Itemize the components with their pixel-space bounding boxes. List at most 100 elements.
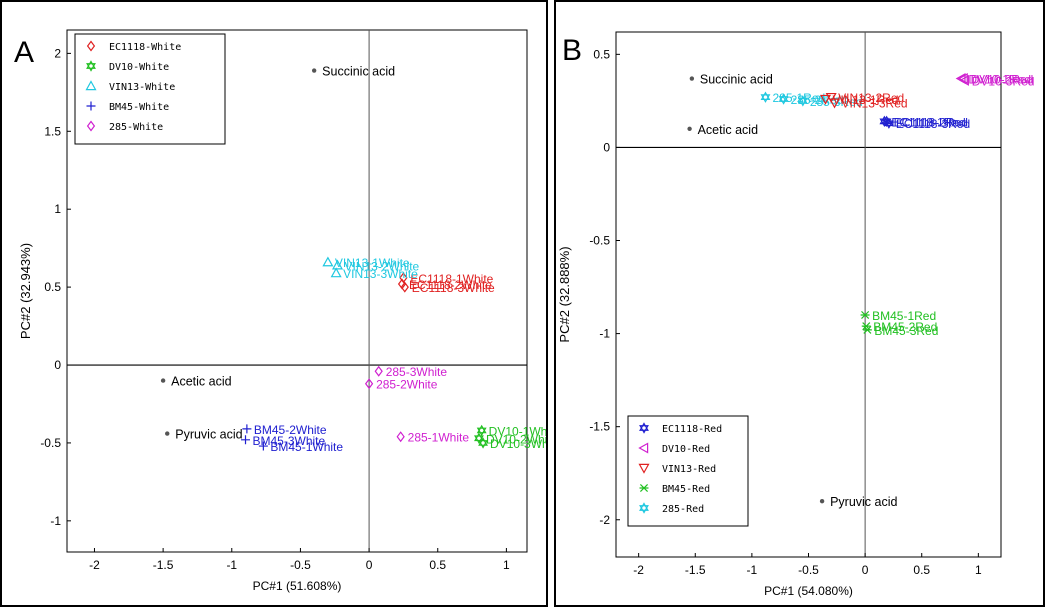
x-tick-label: -2 (89, 558, 100, 572)
sample-marker (400, 281, 409, 293)
legend-entry: VIN13-White (109, 82, 175, 93)
x-tick-label: -1.5 (685, 563, 706, 577)
sample-label: VIN13-2Red (838, 91, 904, 105)
sample-marker (883, 117, 894, 129)
y-tick-label: 1 (54, 202, 61, 216)
y-tick-label: 1.5 (44, 124, 61, 138)
sample-label: DV10-1White (489, 424, 546, 438)
acid-label: Pyruvic acid (175, 428, 242, 442)
y-tick-label: 0 (54, 358, 61, 372)
sample-marker (258, 441, 268, 451)
sample-label: BM45-3White (253, 434, 326, 448)
sample-label: EC1118-3Red (896, 117, 970, 131)
legend-marker (86, 120, 96, 132)
legend-marker (639, 502, 649, 514)
sample-label: DV10-2Red (971, 73, 1034, 87)
sample-marker (825, 92, 837, 103)
y-tick-label: 0 (603, 140, 610, 154)
legend-marker (638, 463, 650, 474)
sample-label: VIN13-3White (343, 267, 418, 281)
legend-entry: 285-Red (662, 504, 704, 515)
sample-label: BM45-1Red (872, 309, 936, 323)
legend-entry: DV10-Red (662, 444, 710, 455)
sample-marker (478, 437, 488, 449)
panel-b: B -2 -1.5 -1 -0.5 0 0.5 1 -2 -1.5 -1 -0.5 0 0.5 PC#1 … (554, 0, 1045, 607)
sample-marker (331, 259, 344, 270)
sample-label: DV10-2White (486, 432, 546, 446)
sample-marker (957, 73, 968, 85)
sample-marker (862, 325, 872, 334)
x-tick-label: 0.5 (913, 563, 930, 577)
x-tick-label: 0 (862, 563, 869, 577)
sample-label: 285-3White (386, 365, 448, 379)
acid-point (160, 378, 166, 383)
acid-point (165, 431, 170, 436)
legend-box (74, 33, 226, 145)
legend-entry: EC1118-White (109, 42, 181, 53)
acid-label: Succinic acid (700, 73, 773, 87)
x-tick-label: -0.5 (798, 563, 819, 577)
sample-marker (396, 431, 405, 443)
y-tick-label: -1 (50, 514, 61, 528)
acid-point (311, 68, 317, 73)
y-tick-label: -0.5 (40, 436, 61, 450)
acid-label: Acetic acid (698, 123, 758, 137)
sample-label: DV10-3Red (972, 74, 1035, 88)
sample-label: 285-1White (408, 431, 470, 445)
legend-marker (85, 80, 97, 91)
sample-marker (829, 98, 841, 109)
x-tick-label: -1 (747, 563, 758, 577)
scatter-plot-b: -2 -1.5 -1 -0.5 0 0.5 1 -2 -1.5 -1 -0.5 0 0.5 PC#1 (5… (557, 31, 1035, 598)
legend-box (627, 415, 749, 527)
sample-label: VIN13-1Red (832, 93, 898, 107)
sample-label: EC1118-1White (410, 272, 493, 286)
x-tick-label: 1 (503, 558, 510, 572)
sample-label: VIN13-1White (335, 256, 410, 270)
x-tick-label: 1 (975, 563, 982, 577)
sample-marker (476, 424, 487, 437)
sample-marker (374, 365, 383, 377)
x-axis-label: PC#1 (54.080%) (764, 584, 853, 598)
y-tick-label: 0.5 (593, 47, 610, 61)
y-tick-label: -1 (599, 327, 610, 341)
sample-marker (959, 74, 969, 86)
legend-marker (86, 60, 96, 72)
y-axis-label: PC#2 (32.888%) (557, 246, 572, 342)
sample-label: BM45-3Red (874, 324, 938, 338)
x-tick-label: -2 (633, 563, 644, 577)
sample-label: EC1118-2White (409, 278, 492, 292)
legend-entry: DV10-White (109, 62, 169, 73)
sample-label: BM45-2White (254, 423, 327, 437)
sample-marker (322, 256, 334, 267)
y-tick-label: 0.5 (44, 280, 61, 294)
sample-label: EC1118-1Red (891, 115, 965, 129)
legend-entry: VIN13-Red (662, 464, 716, 475)
x-tick-label: 0 (366, 558, 373, 572)
x-tick-label: -1.5 (153, 558, 174, 572)
legend-marker (638, 442, 649, 454)
legend-marker (86, 101, 96, 111)
legend-entry: EC1118-Red (662, 424, 722, 435)
y-tick-label: 2 (54, 46, 61, 60)
sample-label: BM45-1White (270, 440, 343, 454)
legend-marker (639, 483, 649, 493)
sample-marker (364, 378, 374, 390)
legend-entry: BM45-White (109, 102, 169, 113)
sample-marker (778, 93, 789, 105)
sample-label: DV10-3White (490, 437, 546, 451)
sample-marker (860, 310, 870, 320)
sample-marker (797, 95, 808, 107)
panel-b-letter: B (562, 34, 583, 67)
x-tick-label: -1 (226, 558, 237, 572)
sample-label: DV10-1Red (968, 73, 1031, 87)
y-tick-label: -0.5 (589, 234, 610, 248)
y-tick-label: -1.5 (589, 420, 610, 434)
legend-marker (86, 40, 96, 52)
sample-marker (241, 435, 251, 445)
acid-point (819, 498, 825, 504)
acid-point (687, 126, 692, 132)
sample-marker (760, 91, 771, 103)
acid-label: Acetic acid (171, 375, 231, 389)
sample-marker (242, 424, 252, 434)
sample-label: EC1118-2Red (894, 115, 968, 129)
